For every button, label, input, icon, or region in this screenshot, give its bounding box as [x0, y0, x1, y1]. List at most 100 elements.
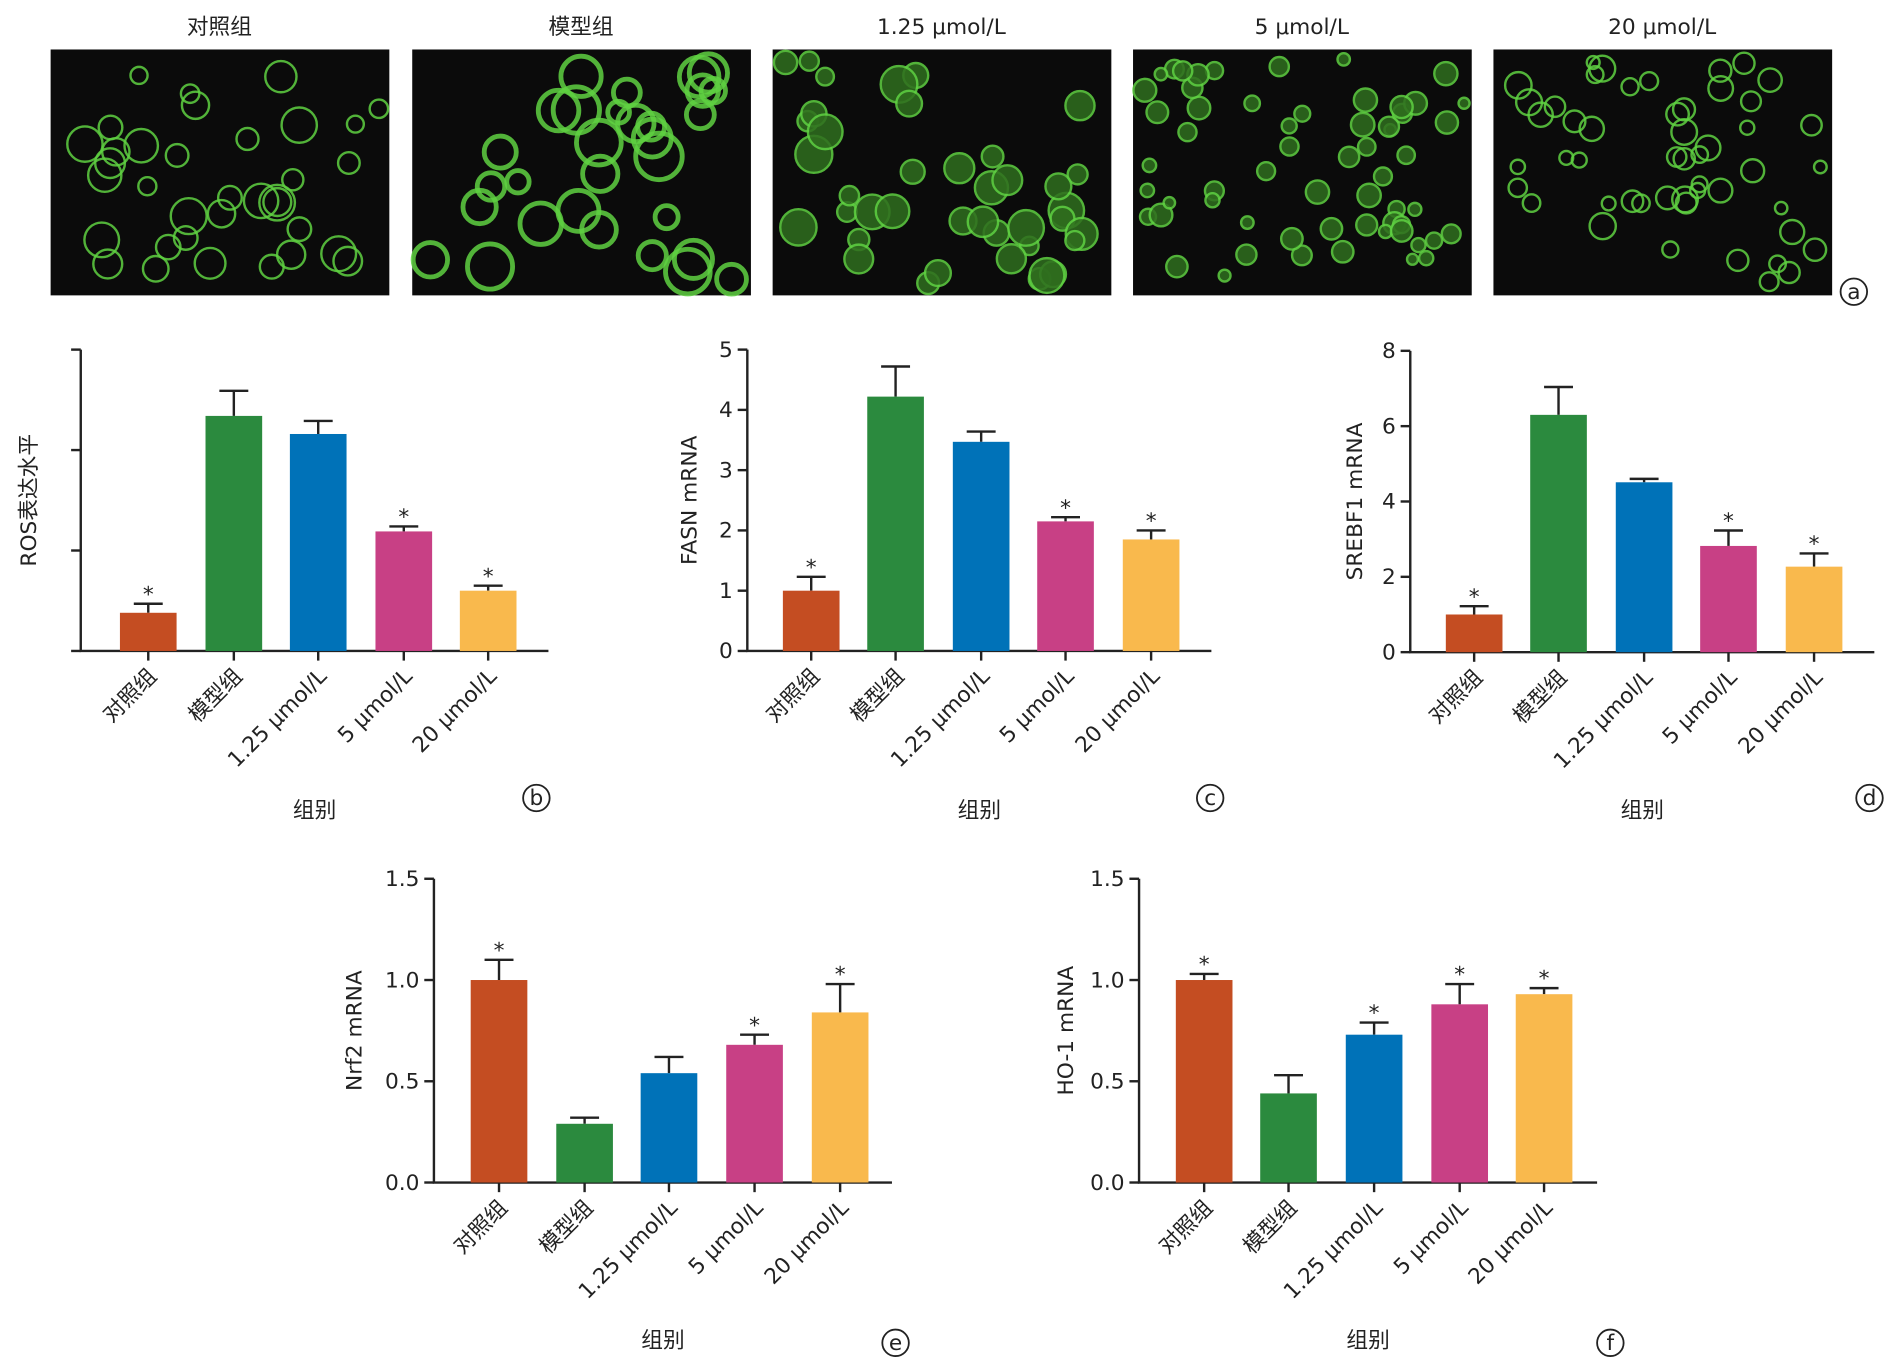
panel-tag-circle: [881, 1328, 910, 1357]
cell: [895, 89, 924, 118]
cell: [258, 253, 285, 280]
significance-marker: *: [483, 564, 494, 589]
cell: [1280, 117, 1298, 135]
cell: [923, 259, 953, 288]
cell: [1509, 158, 1527, 176]
x-tick-label: 20 μmol/L: [1734, 665, 1828, 759]
cell: [798, 50, 821, 72]
cell: [1570, 151, 1588, 169]
cell: [1600, 195, 1617, 212]
cell: [1620, 189, 1645, 214]
cell: [1293, 104, 1312, 123]
cell: [169, 196, 208, 236]
bar: [811, 1012, 869, 1183]
cell: [1064, 229, 1086, 252]
image-title: 5 μmol/L: [1255, 15, 1349, 40]
cell: [671, 237, 715, 281]
cell: [714, 261, 749, 297]
cell: [1336, 51, 1352, 67]
cell: [460, 187, 499, 227]
cell: [815, 66, 836, 87]
cell: [336, 150, 361, 175]
significance-marker: *: [1199, 953, 1210, 978]
cell: [1389, 94, 1414, 120]
cell: [1812, 159, 1828, 175]
cell: [1773, 200, 1789, 216]
cell: [991, 164, 1024, 197]
cell: [1424, 231, 1444, 250]
cell: [1337, 145, 1361, 169]
cell: [1028, 256, 1066, 295]
bar: [119, 612, 177, 651]
bar: [1037, 521, 1094, 651]
cell: [995, 243, 1028, 275]
cell: [1588, 211, 1618, 241]
x-tick-label: 模型组: [1239, 1196, 1303, 1260]
cell: [262, 186, 293, 218]
cell: [164, 142, 190, 168]
image-title: 模型组: [548, 15, 613, 40]
cell: [1304, 179, 1331, 205]
significance-marker: *: [1809, 532, 1820, 557]
x-tick-label: 20 μmol/L: [408, 664, 502, 758]
cell: [1290, 244, 1313, 267]
cell: [1514, 88, 1544, 117]
y-tick-label: 1: [719, 579, 733, 604]
bar: [289, 433, 347, 651]
cell: [83, 221, 121, 259]
cell: [806, 113, 844, 151]
cell: [1739, 90, 1763, 113]
panel-tag: e: [889, 1331, 902, 1356]
image-title: 1.25 μmol/L: [877, 15, 1006, 40]
cell: [1177, 121, 1198, 143]
cell: [1243, 94, 1262, 113]
x-tick-label: 5 μmol/L: [684, 1196, 768, 1280]
y-tick-label: 1.5: [385, 867, 420, 892]
significance-marker: *: [1369, 1001, 1380, 1026]
cell: [1279, 136, 1300, 157]
cell: [1708, 58, 1733, 83]
bar: [1260, 1093, 1317, 1183]
cell: [1349, 111, 1376, 138]
significance-marker: *: [1539, 967, 1550, 992]
cell: [1440, 223, 1462, 245]
x-tick-label: 20 μmol/L: [1071, 664, 1165, 758]
cell: [1356, 182, 1382, 209]
bar: [1700, 545, 1757, 653]
cell: [154, 233, 182, 261]
cell: [474, 170, 508, 203]
cell: [1654, 185, 1680, 211]
cell: [1356, 136, 1377, 157]
cell: [281, 168, 305, 192]
cell: [1620, 77, 1640, 97]
cell: [1757, 67, 1784, 93]
cell: [93, 147, 127, 180]
cell: [517, 200, 564, 247]
y-tick-label: 5: [719, 338, 733, 363]
cell: [264, 59, 298, 94]
cell: [772, 49, 799, 76]
cell: [874, 193, 911, 230]
cell: [1585, 54, 1601, 71]
cell: [966, 205, 1000, 239]
x-tick-label: 5 μmol/L: [333, 664, 417, 748]
cell: [1355, 213, 1379, 237]
y-axis-label: FASN mRNA: [678, 435, 703, 565]
cell: [633, 130, 685, 183]
cell: [1670, 185, 1700, 214]
significance-marker: *: [749, 1013, 760, 1038]
cell: [1171, 60, 1194, 82]
y-tick-label: 6: [1382, 414, 1396, 439]
y-axis-label: Nrf2 mRNA: [343, 970, 368, 1091]
cell: [1405, 252, 1420, 266]
y-axis-label: HO-1 mRNA: [1054, 966, 1079, 1096]
cell: [652, 203, 681, 232]
cell: [1153, 66, 1169, 82]
x-tick-label: 5 μmol/L: [1389, 1196, 1473, 1280]
significance-marker: *: [1060, 496, 1071, 521]
y-tick-label: 1.0: [1090, 968, 1125, 993]
y-tick-label: 4: [1382, 490, 1396, 515]
cell: [1141, 157, 1158, 174]
cell: [1507, 177, 1529, 199]
bar: [1122, 539, 1180, 651]
